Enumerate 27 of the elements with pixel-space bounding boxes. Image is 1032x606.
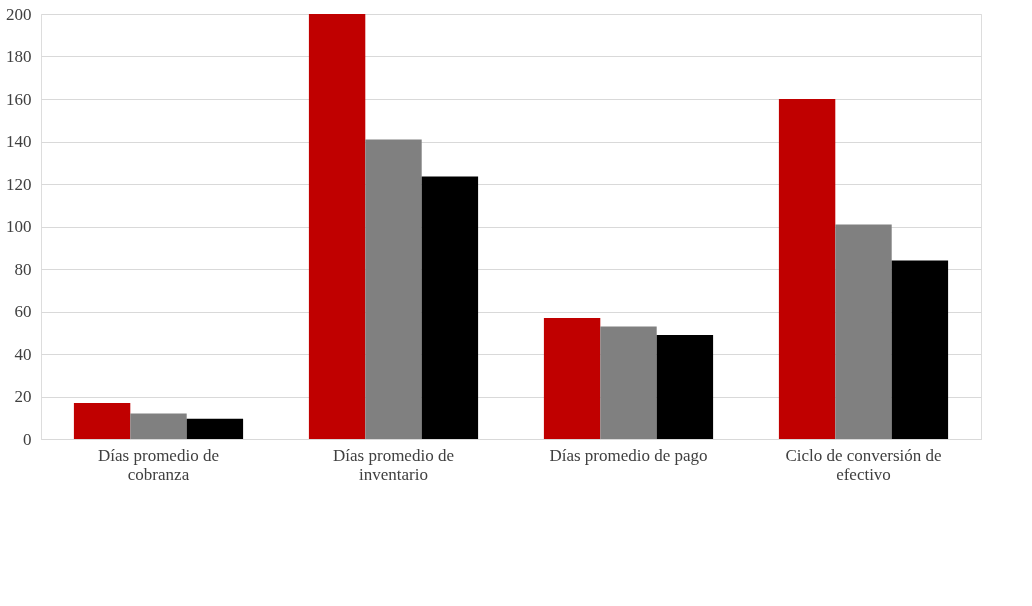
- bar: [365, 139, 422, 439]
- bar: [186, 418, 244, 439]
- y-tick-label: 180: [6, 47, 32, 66]
- y-tick-label: 20: [14, 387, 32, 406]
- x-tick-label: Ciclo de conversión de efectivo: [785, 445, 942, 484]
- bar: [421, 176, 479, 439]
- y-tick-label: 80: [14, 259, 32, 279]
- x-tick-label: Días promedio de inventario: [333, 445, 454, 484]
- bar: [778, 99, 836, 439]
- y-tick-label: 160: [6, 89, 32, 109]
- y-tick-label: 140: [6, 132, 32, 151]
- bar: [543, 317, 601, 439]
- bar: [600, 326, 657, 439]
- bar: [891, 260, 949, 439]
- x-tick-label: Días promedio de cobranza: [98, 445, 219, 484]
- x-tick-label: Días promedio de pago: [549, 445, 708, 465]
- bar: [308, 14, 366, 439]
- bar: [73, 402, 131, 439]
- y-tick-label: 120: [6, 174, 32, 194]
- y-tick-label: 200: [6, 4, 32, 24]
- y-tick-label: 100: [6, 217, 32, 236]
- y-tick-label: 60: [14, 302, 32, 321]
- bar: [656, 334, 714, 439]
- bar: [835, 224, 892, 439]
- y-tick-label: 0: [23, 429, 32, 449]
- y-tick-label: 40: [14, 344, 32, 364]
- bar: [130, 413, 187, 439]
